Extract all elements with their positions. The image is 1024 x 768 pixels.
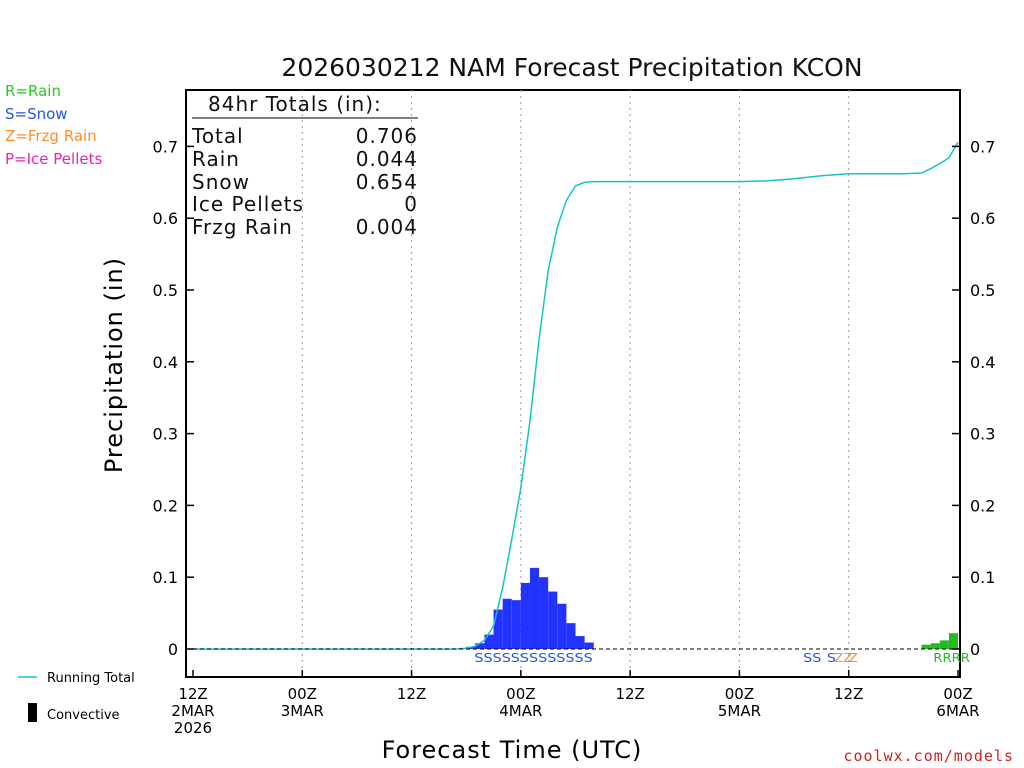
totals-value-rain: 0.044	[356, 147, 418, 171]
ytick-left-label-2: 0.2	[153, 496, 178, 515]
totals-box: 84hr Totals (in): Total 0.706 Rain 0.044…	[191, 92, 418, 239]
ytick-left-label-1: 0.1	[153, 568, 178, 587]
y-axis-label: Precipitation (in)	[100, 257, 128, 473]
y-axis-right: 0 0.1 0.2 0.3 0.4 0.5 0.6 0.7	[952, 137, 995, 659]
snow-bar-2	[484, 634, 494, 649]
totals-value-snow: 0.654	[356, 170, 418, 194]
x-axis-label: Forecast Time (UTC)	[382, 736, 643, 764]
totals-label-frzg-rain: Frzg Rain	[192, 215, 293, 239]
xtick-label-mid-1: 3MAR	[281, 702, 324, 720]
snow-bar-3	[493, 609, 503, 649]
ytick-left-label-3: 0.3	[153, 425, 178, 444]
xtick-label-mid-3: 4MAR	[499, 702, 542, 720]
snow-bar-12	[575, 636, 585, 649]
rain-bar-2	[939, 640, 949, 649]
xtick-label-bot-0: 2026	[174, 719, 212, 737]
ytick-left-label-7: 0.7	[153, 137, 178, 156]
rain-bar-1	[930, 643, 940, 649]
totals-label-rain: Rain	[192, 147, 240, 171]
totals-value-frzg-rain: 0.004	[356, 215, 418, 239]
xtick-label-mid-7: 6MAR	[936, 702, 979, 720]
snow-bar-8	[539, 577, 549, 649]
ytick-left-label-6: 0.6	[153, 209, 178, 228]
ytick-right-label-4: 0.4	[970, 353, 995, 372]
running-total-line	[193, 141, 959, 650]
totals-value-total: 0.706	[356, 124, 418, 148]
snow-bar-11	[566, 623, 576, 649]
xtick-label-top-3: 00Z	[506, 685, 535, 703]
snow-bar-7	[529, 567, 540, 649]
ptype-label-4: Z	[849, 651, 858, 665]
snow-bar-5	[511, 600, 521, 649]
totals-label-ice-pellets: Ice Pellets	[192, 192, 304, 216]
snow-bar-4	[502, 598, 512, 649]
xtick-label-top-4: 12Z	[615, 685, 644, 703]
ytick-right-label-7: 0.7	[970, 137, 995, 156]
ytick-left-label-0: 0	[168, 640, 178, 659]
totals-label-snow: Snow	[192, 170, 250, 194]
rain-bar-0	[921, 644, 931, 649]
xtick-label-top-2: 12Z	[397, 685, 426, 703]
snow-bar-10	[557, 603, 567, 649]
ytick-right-label-5: 0.5	[970, 281, 995, 300]
ytick-right-label-6: 0.6	[970, 209, 995, 228]
legend-convective: Convective	[47, 708, 120, 723]
rain-bar-3	[948, 633, 958, 649]
totals-label-total: Total	[191, 124, 244, 148]
snow-bar-13	[584, 642, 594, 649]
xtick-label-top-5: 00Z	[725, 685, 754, 703]
y-axis-left: 0 0.1 0.2 0.3 0.4 0.5 0.6 0.7	[153, 137, 194, 659]
ptype-label-0: SSSSSSSSSSSSS	[474, 651, 592, 665]
credit-text: coolwx.com/models	[843, 747, 1014, 765]
legend-snow: S=Snow	[5, 105, 68, 123]
legend-ice-pellets: P=Ice Pellets	[5, 150, 102, 168]
xtick-label-top-0: 12Z	[178, 685, 207, 703]
ptype-label-5: RRRR	[933, 651, 969, 665]
ptype-label-1: SS	[803, 651, 821, 665]
snow-bar-1	[475, 643, 485, 649]
ptype-label-2: S	[827, 651, 836, 665]
totals-header: 84hr Totals (in):	[208, 92, 382, 116]
snow-bar-9	[548, 591, 558, 649]
ytick-right-label-0: 0	[970, 640, 980, 659]
xtick-label-mid-5: 5MAR	[718, 702, 761, 720]
ytick-right-label-1: 0.1	[970, 568, 995, 587]
legend-convective-swatch	[28, 703, 37, 722]
plot-frame	[185, 89, 961, 678]
xtick-label-mid-0: 2MAR	[171, 702, 214, 720]
totals-value-ice-pellets: 0	[404, 192, 418, 216]
ytick-right-label-2: 0.2	[970, 496, 995, 515]
chart-title: 2026030212 NAM Forecast Precipitation KC…	[281, 53, 862, 82]
xtick-label-top-7: 00Z	[943, 685, 972, 703]
legend-rain: R=Rain	[5, 82, 61, 100]
legend-running-total: Running Total	[47, 671, 135, 686]
snow-bar-6	[520, 582, 530, 649]
ytick-left-label-5: 0.5	[153, 281, 178, 300]
bars	[466, 567, 958, 649]
legend-frzg-rain: Z=Frzg Rain	[5, 127, 97, 145]
gridlines	[301, 90, 850, 677]
ytick-left-label-4: 0.4	[153, 353, 178, 372]
xtick-label-top-1: 00Z	[288, 685, 317, 703]
ytick-right-label-3: 0.3	[970, 425, 995, 444]
ptype-label-3: ZZ	[834, 651, 852, 665]
xtick-label-top-6: 12Z	[834, 685, 863, 703]
